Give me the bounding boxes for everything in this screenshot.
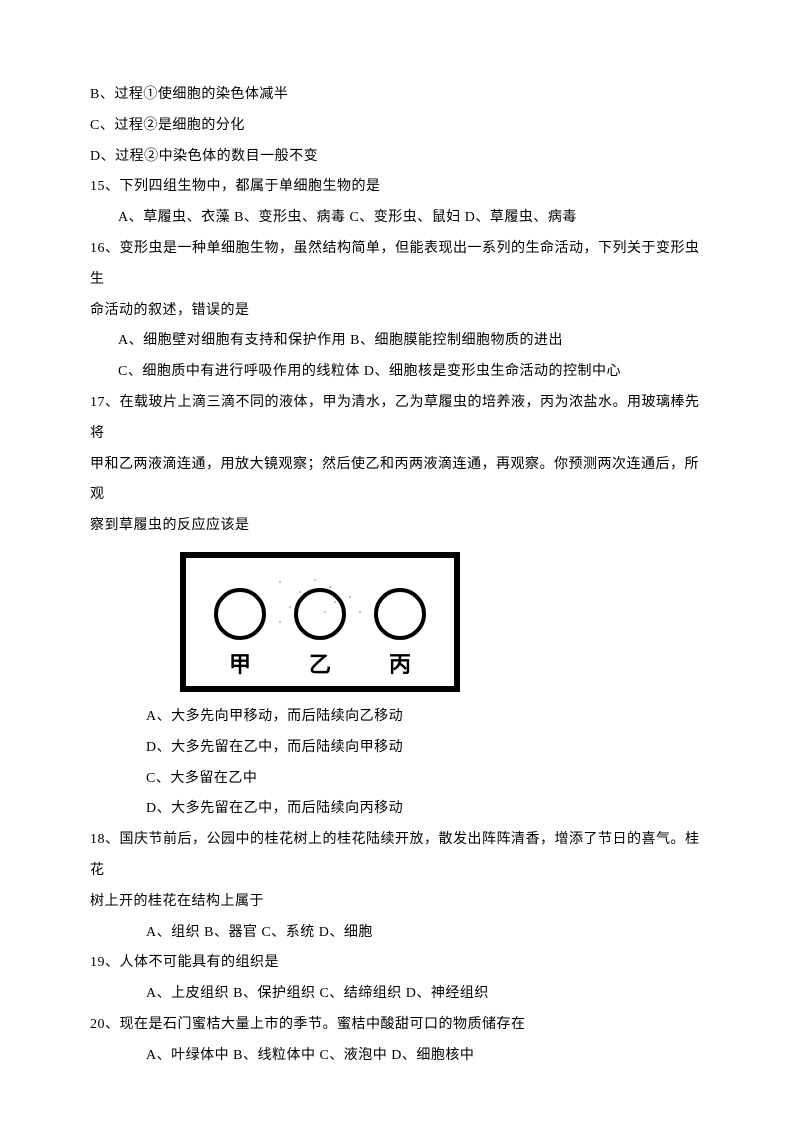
question-18-line2: 树上开的桂花在结构上属于	[90, 887, 710, 918]
question-16-line1: 16、变形虫是一种单细胞生物，虽然结构简单，但能表现出一系列的生命活动，下列关于…	[90, 234, 710, 296]
document-page: B、过程①使细胞的染色体减半 C、过程②是细胞的分化 D、过程②中染色体的数目一…	[0, 0, 800, 1132]
svg-text:乙: 乙	[309, 652, 331, 677]
question-19-options: A、上皮组织 B、保护组织 C、结缔组织 D、神经组织	[90, 979, 710, 1010]
question-19: 19、人体不可能具有的组织是	[90, 948, 710, 979]
question-17-option-b: D、大多先留在乙中，而后陆续向甲移动	[90, 733, 710, 764]
question-17-option-d: D、大多先留在乙中，而后陆续向丙移动	[90, 794, 710, 825]
option-c: C、过程②是细胞的分化	[90, 111, 710, 142]
question-17-option-c: C、大多留在乙中	[90, 764, 710, 795]
question-20-options: A、叶绿体中 B、线粒体中 C、液泡中 D、细胞核中	[90, 1041, 710, 1072]
question-17-line3: 察到草履虫的反应应该是	[90, 511, 710, 542]
question-16-options-cd: C、细胞质中有进行呼吸作用的线粒体 D、细胞核是变形虫生命活动的控制中心	[90, 357, 710, 388]
question-16-line2: 命活动的叙述，错误的是	[90, 296, 710, 327]
experiment-diagram: 甲乙丙	[180, 552, 710, 692]
question-17-line2: 甲和乙两液滴连通，用放大镜观察；然后使乙和丙两液滴连通，再观察。你预测两次连通后…	[90, 450, 710, 512]
question-15: 15、下列四组生物中，都属于单细胞生物的是	[90, 172, 710, 203]
option-d: D、过程②中染色体的数目一般不变	[90, 142, 710, 173]
question-17-line1: 17、在载玻片上滴三滴不同的液体，甲为清水，乙为草履虫的培养液，丙为浓盐水。用玻…	[90, 388, 710, 450]
question-16-options-ab: A、细胞壁对细胞有支持和保护作用 B、细胞膜能控制细胞物质的进出	[90, 326, 710, 357]
slide-diagram-svg: 甲乙丙	[180, 552, 460, 692]
svg-text:甲: 甲	[229, 652, 251, 677]
question-18-line1: 18、国庆节前后，公园中的桂花树上的桂花陆续开放，散发出阵阵清香，增添了节日的喜…	[90, 825, 710, 887]
question-20: 20、现在是石门蜜桔大量上市的季节。蜜桔中酸甜可口的物质储存在	[90, 1010, 710, 1041]
svg-text:丙: 丙	[389, 652, 411, 677]
question-18-options: A、组织 B、器官 C、系统 D、细胞	[90, 918, 710, 949]
question-17-option-a: A、大多先向甲移动，而后陆续向乙移动	[90, 702, 710, 733]
question-15-options: A、草履虫、衣藻 B、变形虫、病毒 C、变形虫、鼠妇 D、草履虫、病毒	[90, 203, 710, 234]
option-b: B、过程①使细胞的染色体减半	[90, 80, 710, 111]
